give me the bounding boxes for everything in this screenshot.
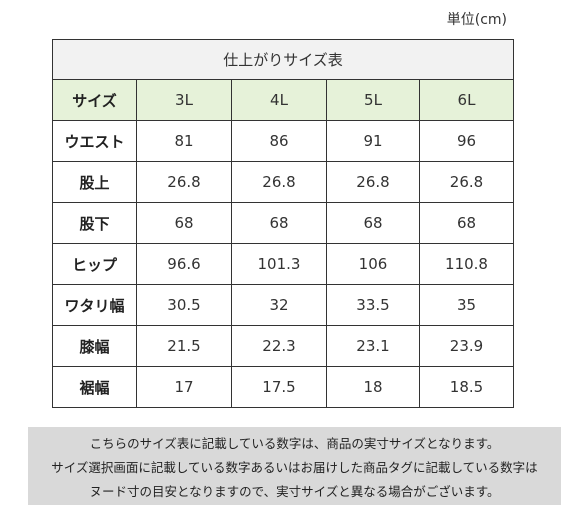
- notice-line: こちらのサイズ表に記載している数字は、商品の実寸サイズとなります。: [89, 436, 500, 451]
- table-cell: 22.3: [231, 325, 327, 367]
- table-cell: 18.5: [418, 366, 515, 408]
- table-cell: 17.5: [231, 366, 327, 408]
- table-row: ウエスト 81 86 91 96: [52, 120, 515, 162]
- row-label: 膝幅: [52, 325, 137, 367]
- table-cell: 106: [326, 243, 420, 285]
- table-row: 股上 26.8 26.8 26.8 26.8: [52, 161, 515, 203]
- table-cell: 33.5: [326, 284, 420, 326]
- table-cell: 101.3: [231, 243, 327, 285]
- table-cell: 26.8: [231, 161, 327, 203]
- table-cell: 96: [418, 120, 515, 162]
- table-header-row: サイズ 3L 4L 5L 6L: [52, 79, 515, 121]
- table-caption: 仕上がりサイズ表: [51, 39, 515, 80]
- table-caption-row: 仕上がりサイズ表: [51, 39, 515, 80]
- row-label: 股下: [52, 202, 137, 244]
- notice-box: こちらのサイズ表に記載している数字は、商品の実寸サイズとなります。 サイズ選択画…: [28, 427, 561, 505]
- table-cell: 18: [326, 366, 420, 408]
- table-row: 股下 68 68 68 68: [52, 202, 515, 244]
- table-cell: 86: [231, 120, 327, 162]
- table-cell: 26.8: [326, 161, 420, 203]
- table-cell: 26.8: [418, 161, 515, 203]
- table-cell: 26.8: [136, 161, 232, 203]
- table-cell: 17: [136, 366, 232, 408]
- row-label: ウエスト: [52, 120, 137, 162]
- size-table: 仕上がりサイズ表 サイズ 3L 4L 5L 6L ウエスト 81 86 91 9…: [51, 39, 515, 408]
- row-label: ワタリ幅: [52, 284, 137, 326]
- table-cell: 30.5: [136, 284, 232, 326]
- table-row: ワタリ幅 30.5 32 33.5 35: [52, 284, 515, 326]
- header-cell-5l: 5L: [326, 79, 420, 121]
- header-cell-size: サイズ: [52, 79, 137, 121]
- table-cell: 32: [231, 284, 327, 326]
- table-cell: 96.6: [136, 243, 232, 285]
- table-cell: 68: [231, 202, 327, 244]
- header-cell-3l: 3L: [136, 79, 232, 121]
- table-row: 膝幅 21.5 22.3 23.1 23.9: [52, 325, 515, 367]
- table-cell: 23.1: [326, 325, 420, 367]
- notice-line: サイズ選択画面に記載している数字あるいはお届けした商品タグに記載している数字は: [51, 460, 538, 475]
- unit-label: 単位(cm): [446, 12, 507, 28]
- table-cell: 23.9: [418, 325, 515, 367]
- table-cell: 110.8: [418, 243, 515, 285]
- row-label: 股上: [52, 161, 137, 203]
- table-cell: 68: [136, 202, 232, 244]
- header-cell-6l: 6L: [418, 79, 515, 121]
- table-cell: 21.5: [136, 325, 232, 367]
- row-label: ヒップ: [52, 243, 137, 285]
- table-cell: 91: [326, 120, 420, 162]
- table-row: 裾幅 17 17.5 18 18.5: [52, 366, 515, 408]
- row-label: 裾幅: [52, 366, 137, 408]
- table-cell: 81: [136, 120, 232, 162]
- header-cell-4l: 4L: [231, 79, 327, 121]
- notice-line: ヌード寸の目安となりますので、実寸サイズと異なる場合がございます。: [89, 484, 500, 499]
- table-cell: 35: [418, 284, 515, 326]
- table-cell: 68: [418, 202, 515, 244]
- table-cell: 68: [326, 202, 420, 244]
- table-row: ヒップ 96.6 101.3 106 110.8: [52, 243, 515, 285]
